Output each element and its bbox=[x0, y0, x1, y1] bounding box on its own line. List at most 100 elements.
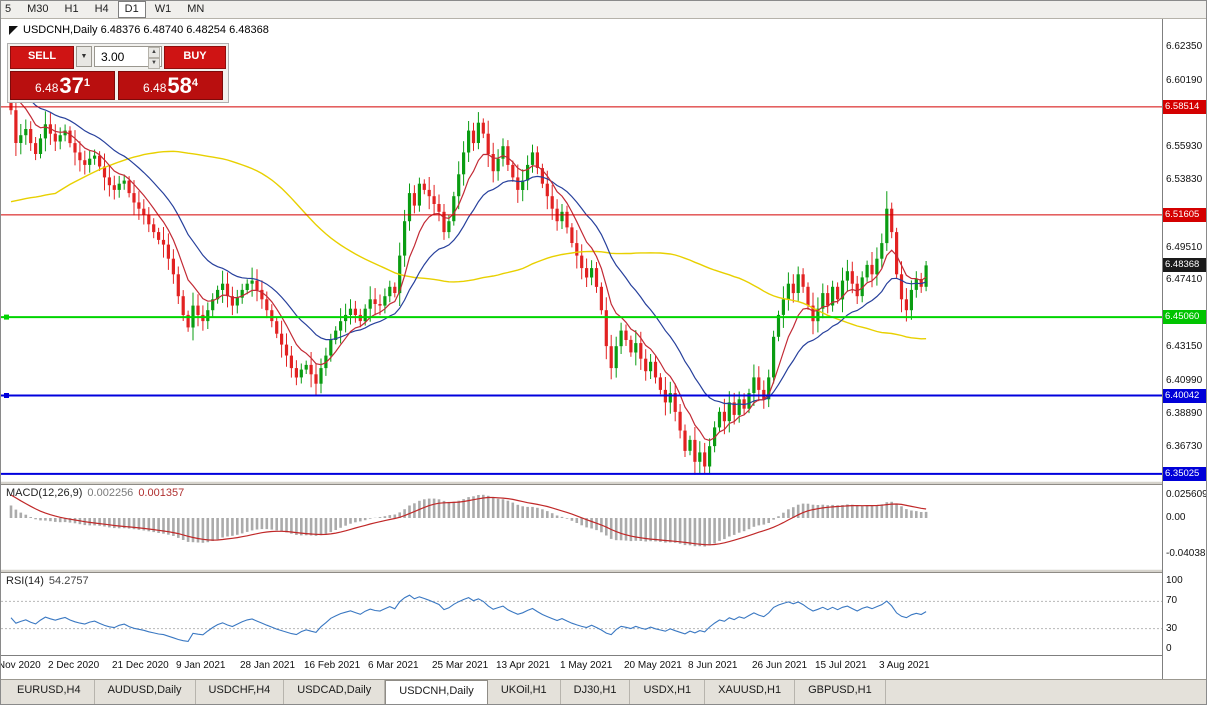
volume-value: 3.00 bbox=[101, 49, 125, 64]
macd-main-value: 0.002256 bbox=[87, 487, 134, 499]
rsi-scale-label: 0 bbox=[1166, 643, 1172, 654]
ma-fast-line bbox=[10, 79, 927, 442]
level-badge: 6.40042 bbox=[1163, 389, 1206, 403]
time-axis-label: 13 Apr 2021 bbox=[496, 660, 550, 671]
time-axis-label: 26 Jun 2021 bbox=[752, 660, 808, 671]
timeframe-button-d1[interactable]: D1 bbox=[117, 1, 146, 18]
timeframe-button-mn[interactable]: MN bbox=[187, 3, 205, 15]
rsi-scale-label: 100 bbox=[1166, 575, 1183, 586]
time-axis-label: 20 May 2021 bbox=[624, 660, 682, 671]
chart-tab-audusd-daily[interactable]: AUDUSD,Daily bbox=[95, 680, 196, 704]
price-scale-label: 6.49510 bbox=[1166, 242, 1203, 253]
hline-handle[interactable] bbox=[4, 393, 9, 398]
rsi-name: RSI(14) bbox=[6, 575, 44, 587]
timeframe-button-h1[interactable]: H1 bbox=[64, 3, 79, 15]
ma-slow-line bbox=[10, 150, 927, 340]
chart-tab-usdcnh-daily[interactable]: USDCNH,Daily bbox=[385, 680, 488, 704]
chart-tab-dj30-h1[interactable]: DJ30,H1 bbox=[561, 680, 631, 704]
buy-button[interactable]: BUY bbox=[164, 46, 226, 69]
time-axis-label: 16 Feb 2021 bbox=[304, 660, 361, 671]
time-axis-label: 6 Mar 2021 bbox=[368, 660, 419, 671]
chart-tab-xauusd-h1[interactable]: XAUUSD,H1 bbox=[705, 680, 796, 704]
timeframe-button-h4[interactable]: H4 bbox=[94, 3, 109, 15]
rsi-scale-label: 70 bbox=[1166, 595, 1178, 606]
rsi-panel[interactable]: RSI(14) 54.2757 bbox=[1, 573, 1162, 655]
price-scale-label: 6.53830 bbox=[1166, 174, 1203, 185]
macd-histogram bbox=[9, 494, 928, 547]
chart-tab-ukoil-h1[interactable]: UKOil,H1 bbox=[488, 680, 561, 704]
chevron-down-icon: ▼ bbox=[80, 53, 88, 60]
current-price-badge: 6.48368 bbox=[1163, 258, 1206, 272]
rsi-label: RSI(14) 54.2757 bbox=[6, 575, 89, 587]
chart-tab-eurusd-h4[interactable]: EURUSD,H4 bbox=[4, 680, 95, 704]
macd-scale-label: 0.025609 bbox=[1166, 489, 1207, 500]
rsi-scale-label: 30 bbox=[1166, 623, 1178, 634]
timeframe-button-m30[interactable]: M30 bbox=[27, 3, 49, 15]
buy-price-big: 58 bbox=[167, 73, 192, 98]
macd-panel[interactable]: MACD(12,26,9) 0.002256 0.001357 bbox=[1, 485, 1162, 569]
macd-label: MACD(12,26,9) 0.002256 0.001357 bbox=[6, 487, 184, 499]
time-axis-label: 2 Dec 2020 bbox=[48, 660, 100, 671]
price-scale-label: 6.40990 bbox=[1166, 375, 1203, 386]
macd-signal-line bbox=[10, 494, 927, 546]
ma-mid-line bbox=[10, 81, 927, 406]
panel-splitter[interactable] bbox=[1, 481, 1206, 485]
price-scale-label: 6.60190 bbox=[1166, 75, 1203, 86]
symbol-ohlc-header: USDCNH,Daily 6.48376 6.48740 6.48254 6.4… bbox=[23, 24, 269, 36]
time-axis-label: 3 Aug 2021 bbox=[879, 660, 930, 671]
price-scale-label: 6.38890 bbox=[1166, 408, 1203, 419]
main-chart-canvas[interactable] bbox=[1, 19, 1162, 481]
macd-scale-label: -0.04038 bbox=[1166, 548, 1206, 559]
macd-name: MACD(12,26,9) bbox=[6, 487, 83, 499]
rsi-value: 54.2757 bbox=[48, 575, 89, 587]
price-scale-label: 6.55930 bbox=[1166, 141, 1203, 152]
timeframe-button-5[interactable]: 5 bbox=[5, 3, 12, 15]
price-scale-label: 6.43150 bbox=[1166, 341, 1203, 352]
volume-dropdown-button[interactable]: ▼ bbox=[76, 46, 92, 67]
chart-tab-usdcad-daily[interactable]: USDCAD,Daily bbox=[284, 680, 386, 704]
macd-signal-value: 0.001357 bbox=[138, 487, 185, 499]
symbol-marker-icon bbox=[9, 26, 18, 35]
volume-input[interactable]: 3.00 ▲ ▼ bbox=[94, 46, 162, 69]
price-scale-label: 6.47410 bbox=[1166, 274, 1203, 285]
sell-button[interactable]: SELL bbox=[10, 46, 74, 69]
spinner-down-icon[interactable]: ▼ bbox=[148, 58, 160, 69]
chart-tab-usdchf-h4[interactable]: USDCHF,H4 bbox=[196, 680, 285, 704]
spinner-up-icon[interactable]: ▲ bbox=[148, 47, 160, 58]
time-axis-label: 13 Nov 2020 bbox=[1, 660, 41, 671]
panel-splitter[interactable] bbox=[1, 569, 1206, 573]
one-click-trading-panel: SELL ▼ 3.00 ▲ ▼ BUY 6.48 37 1 6.48 58 4 bbox=[7, 43, 229, 103]
volume-spinner[interactable]: ▲ ▼ bbox=[148, 47, 160, 69]
time-axis-label: 1 May 2021 bbox=[560, 660, 613, 671]
time-axis-label: 9 Jan 2021 bbox=[176, 660, 226, 671]
level-badge: 6.35025 bbox=[1163, 467, 1206, 481]
time-axis[interactable]: 13 Nov 2020 2 Dec 2020 21 Dec 2020 9 Jan 20… bbox=[1, 655, 1162, 679]
time-axis-label: 15 Jul 2021 bbox=[815, 660, 867, 671]
sell-price-display[interactable]: 6.48 37 1 bbox=[10, 71, 115, 100]
price-scale-label: 6.36730 bbox=[1166, 441, 1203, 452]
time-axis-label: 21 Dec 2020 bbox=[112, 660, 169, 671]
rsi-canvas[interactable] bbox=[1, 573, 1162, 655]
main-chart-panel[interactable]: USDCNH,Daily 6.48376 6.48740 6.48254 6.4… bbox=[1, 19, 1162, 481]
rsi-line bbox=[10, 594, 927, 642]
hline-handle[interactable] bbox=[4, 314, 9, 320]
sell-price-sup: 1 bbox=[83, 77, 90, 89]
sell-price-prefix: 6.48 bbox=[35, 81, 59, 95]
chart-region: USDCNH,Daily 6.48376 6.48740 6.48254 6.4… bbox=[1, 19, 1206, 679]
time-axis-label: 25 Mar 2021 bbox=[432, 660, 489, 671]
buy-price-sup: 4 bbox=[191, 77, 198, 89]
macd-canvas[interactable] bbox=[1, 485, 1162, 569]
macd-scale-label: 0.00 bbox=[1166, 512, 1186, 523]
sell-price-big: 37 bbox=[59, 73, 84, 98]
chart-tabs-bar: EURUSD,H4 AUDUSD,Daily USDCHF,H4 USDCAD,Dai… bbox=[1, 679, 1206, 704]
timeframe-button-w1[interactable]: W1 bbox=[154, 3, 172, 15]
price-scale[interactable]: 6.62350 6.60190 6.55930 6.53830 6.49510 6.474… bbox=[1162, 19, 1206, 679]
chart-tab-usdx-h1[interactable]: USDX,H1 bbox=[630, 680, 706, 704]
time-axis-label: 28 Jan 2021 bbox=[240, 660, 296, 671]
buy-price-display[interactable]: 6.48 58 4 bbox=[118, 71, 223, 100]
chart-tab-gbpusd-h1[interactable]: GBPUSD,H1 bbox=[795, 680, 886, 704]
time-axis-label: 8 Jun 2021 bbox=[688, 660, 738, 671]
level-badge: 6.58514 bbox=[1163, 100, 1206, 114]
price-scale-label: 6.62350 bbox=[1166, 41, 1203, 52]
